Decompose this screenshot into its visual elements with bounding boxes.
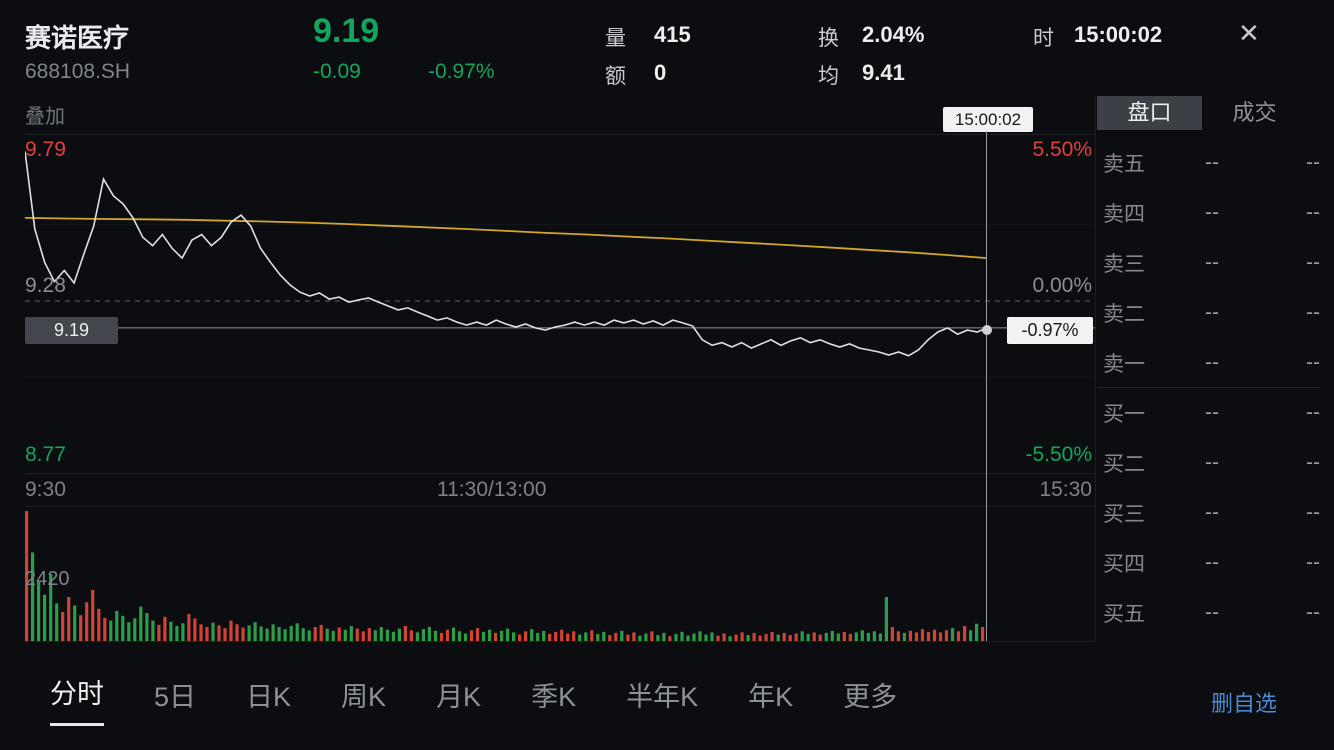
sell-4-row[interactable]: 卖四 -- --: [1095, 188, 1334, 238]
buy-1-label: 买一: [1103, 403, 1145, 426]
buy-2-volume: --: [1306, 451, 1320, 474]
buy-1-volume: --: [1306, 401, 1320, 424]
yaxis-high-pct: 5.50%: [1032, 138, 1092, 161]
order-book: 卖五 -- -- 卖四 -- -- 卖三 -- -- 卖二 -- -- 卖一 -…: [1095, 138, 1334, 638]
sell-1-volume: --: [1306, 351, 1320, 374]
current-pct-tag: -0.97%: [1007, 317, 1093, 344]
buy-2-label: 买二: [1103, 453, 1145, 476]
stock-name: 赛诺医疗: [25, 23, 130, 53]
close-icon[interactable]: ✕: [1238, 18, 1260, 48]
buy-3-row[interactable]: 买三 -- --: [1095, 488, 1334, 538]
tab-transactions[interactable]: 成交: [1232, 100, 1277, 125]
yaxis-high-price: 9.79: [25, 138, 66, 161]
crosshair-vertical-line[interactable]: [986, 131, 987, 641]
buy-5-label: 买五: [1103, 603, 1145, 626]
sell-2-price: --: [1205, 301, 1219, 324]
buy-3-price: --: [1205, 501, 1219, 524]
buy-4-price: --: [1205, 551, 1219, 574]
sell-2-volume: --: [1306, 301, 1320, 324]
volume-scale-label: 2420: [25, 568, 70, 590]
sell-3-label: 卖三: [1103, 253, 1145, 276]
amount-label: 额: [605, 65, 626, 88]
stock-code: 688108.SH: [25, 60, 131, 83]
panel-divider-vertical: [1095, 96, 1096, 641]
sell-4-price: --: [1205, 201, 1219, 224]
sell-4-volume: --: [1306, 201, 1320, 224]
sell-2-label: 卖二: [1103, 303, 1145, 326]
sell-1-label: 卖一: [1103, 353, 1145, 376]
turnover-label: 换: [818, 27, 839, 50]
xaxis-mid-time: 11:30/13:00: [437, 478, 547, 501]
sell-5-price: --: [1205, 151, 1219, 174]
tab-5day[interactable]: 5日: [154, 682, 197, 712]
gridline-top: [25, 134, 1095, 135]
avg-price-label: 均: [818, 65, 839, 88]
order-book-divider: [1097, 387, 1320, 388]
gridline-volume-top: [25, 506, 1095, 507]
sell-3-volume: --: [1306, 251, 1320, 274]
buy-4-row[interactable]: 买四 -- --: [1095, 538, 1334, 588]
price-change: -0.09: [313, 60, 361, 83]
tab-quarterly-k[interactable]: 季K: [531, 682, 577, 712]
period-tabbar: 分时 5日 日K 周K 月K 季K 半年K 年K 更多: [50, 672, 897, 726]
time-value: 15:00:02: [1074, 22, 1163, 47]
amount-value: 0: [654, 60, 667, 85]
sell-5-label: 卖五: [1103, 153, 1145, 176]
buy-4-volume: --: [1306, 551, 1320, 574]
crosshair-dot: [982, 325, 992, 335]
xaxis-open-time: 9:30: [25, 478, 66, 501]
yaxis-prevclose-price: 9.28: [25, 274, 66, 297]
price-chart[interactable]: [25, 135, 1095, 475]
yaxis-low-pct: -5.50%: [1025, 443, 1092, 466]
turnover-value: 2.04%: [862, 22, 925, 47]
remove-watchlist-button[interactable]: 删自选: [1211, 691, 1278, 716]
time-label: 时: [1033, 27, 1054, 50]
current-price-tag: 9.19: [25, 317, 118, 344]
buy-5-row[interactable]: 买五 -- --: [1095, 588, 1334, 638]
gridline-volume-bottom: [25, 641, 1095, 642]
volume-label: 量: [605, 27, 626, 50]
gridline-price-bottom: [25, 473, 1095, 474]
buy-3-volume: --: [1306, 501, 1320, 524]
yaxis-low-price: 8.77: [25, 443, 66, 466]
tab-weekly-k[interactable]: 周K: [341, 682, 387, 712]
tab-halfyear-k[interactable]: 半年K: [626, 682, 699, 712]
crosshair-time-tag: 15:00:02: [943, 107, 1033, 132]
buy-4-label: 买四: [1103, 553, 1145, 576]
sell-5-volume: --: [1306, 151, 1320, 174]
sell-3-price: --: [1205, 251, 1219, 274]
tab-minute[interactable]: 分时: [50, 672, 104, 726]
avg-price-value: 9.41: [862, 60, 905, 85]
sell-2-row[interactable]: 卖二 -- --: [1095, 288, 1334, 338]
overlay-button[interactable]: 叠加: [25, 106, 65, 128]
xaxis-close-time: 15:30: [1039, 478, 1092, 501]
buy-5-volume: --: [1306, 601, 1320, 624]
tab-daily-k[interactable]: 日K: [246, 682, 292, 712]
price-change-percent: -0.97%: [428, 60, 495, 83]
volume-chart[interactable]: [25, 509, 1095, 641]
volume-value: 415: [654, 22, 691, 47]
buy-5-price: --: [1205, 601, 1219, 624]
buy-1-price: --: [1205, 401, 1219, 424]
buy-2-price: --: [1205, 451, 1219, 474]
yaxis-zero-pct: 0.00%: [1032, 274, 1092, 297]
buy-3-label: 买三: [1103, 503, 1145, 526]
sell-1-row[interactable]: 卖一 -- --: [1095, 338, 1334, 388]
current-price: 9.19: [313, 12, 380, 50]
tab-order-book[interactable]: 盘口: [1097, 96, 1202, 130]
sell-1-price: --: [1205, 351, 1219, 374]
buy-1-row[interactable]: 买一 -- --: [1095, 388, 1334, 438]
sell-5-row[interactable]: 卖五 -- --: [1095, 138, 1334, 188]
tab-more[interactable]: 更多: [843, 682, 898, 712]
buy-2-row[interactable]: 买二 -- --: [1095, 438, 1334, 488]
tab-yearly-k[interactable]: 年K: [748, 682, 794, 712]
sell-4-label: 卖四: [1103, 203, 1145, 226]
tab-monthly-k[interactable]: 月K: [436, 682, 482, 712]
sell-3-row[interactable]: 卖三 -- --: [1095, 238, 1334, 288]
